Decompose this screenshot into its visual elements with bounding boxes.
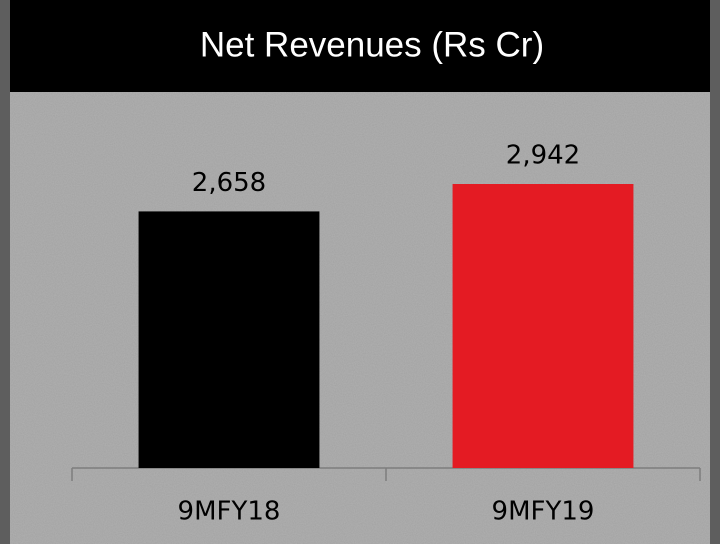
chart-title: Net Revenues (Rs Cr) <box>200 25 544 64</box>
x-tick-label: 9MFY18 <box>178 497 281 527</box>
bar <box>452 184 634 468</box>
data-label: 2,942 <box>506 141 580 171</box>
bar <box>138 211 320 469</box>
data-label: 2,658 <box>192 168 266 198</box>
title-bar <box>10 0 710 92</box>
x-tick-label: 9MFY19 <box>492 497 595 527</box>
